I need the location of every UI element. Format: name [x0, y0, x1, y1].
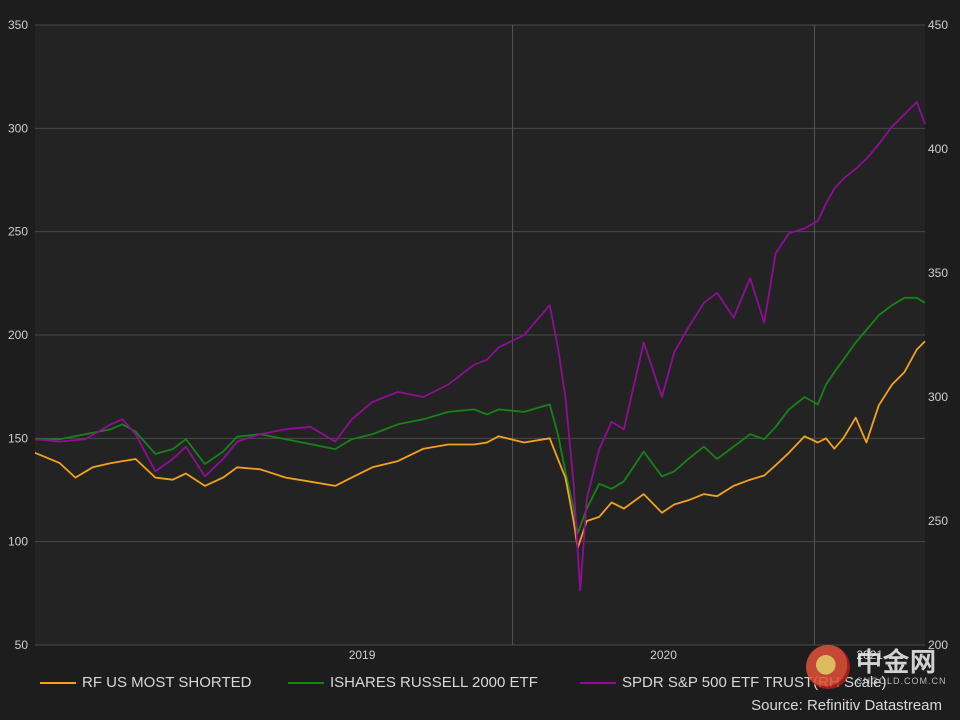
series-line — [35, 296, 926, 535]
y-tick-right: 450 — [928, 18, 948, 32]
legend-swatch-purple — [580, 681, 616, 684]
y-tick-left: 50 — [15, 638, 29, 652]
legend-swatch-green — [288, 681, 324, 684]
legend-label: RF US MOST SHORTED — [82, 674, 252, 691]
y-tick-left: 150 — [8, 431, 28, 445]
y-tick-left: 250 — [8, 225, 28, 239]
y-tick-right: 300 — [928, 390, 948, 404]
y-tick-right: 200 — [928, 638, 948, 652]
legend-item-rf-us-most-shorted: RF US MOST SHORTED — [40, 674, 251, 691]
legend-label: ISHARES RUSSELL 2000 ETF — [330, 674, 538, 691]
y-tick-left: 100 — [8, 535, 28, 549]
y-tick-left: 300 — [8, 121, 28, 135]
legend-swatch-orange — [40, 681, 76, 684]
y-tick-left: 200 — [8, 328, 28, 342]
series-line — [34, 101, 926, 592]
series-line — [34, 340, 926, 549]
y-tick-right: 400 — [928, 142, 948, 156]
y-tick-right: 350 — [928, 266, 948, 280]
cngold-logo-icon — [806, 645, 850, 689]
legend-item-ishares-russell-2000: ISHARES RUSSELL 2000 ETF — [288, 674, 538, 691]
x-tick-label: 2021 — [856, 648, 883, 662]
watermark-url: CNGOLD.COM.CN — [856, 676, 947, 686]
x-tick-label: 2019 — [349, 648, 376, 662]
x-tick-label: 2020 — [650, 648, 677, 662]
y-tick-right: 250 — [928, 514, 948, 528]
watermark-name: 中金网 — [856, 647, 938, 677]
source-note: Source: Refinitiv Datastream — [751, 697, 942, 714]
y-tick-left: 350 — [8, 18, 28, 32]
cngold-watermark: 中金网 CNGOLD.COM.CN — [806, 645, 947, 689]
